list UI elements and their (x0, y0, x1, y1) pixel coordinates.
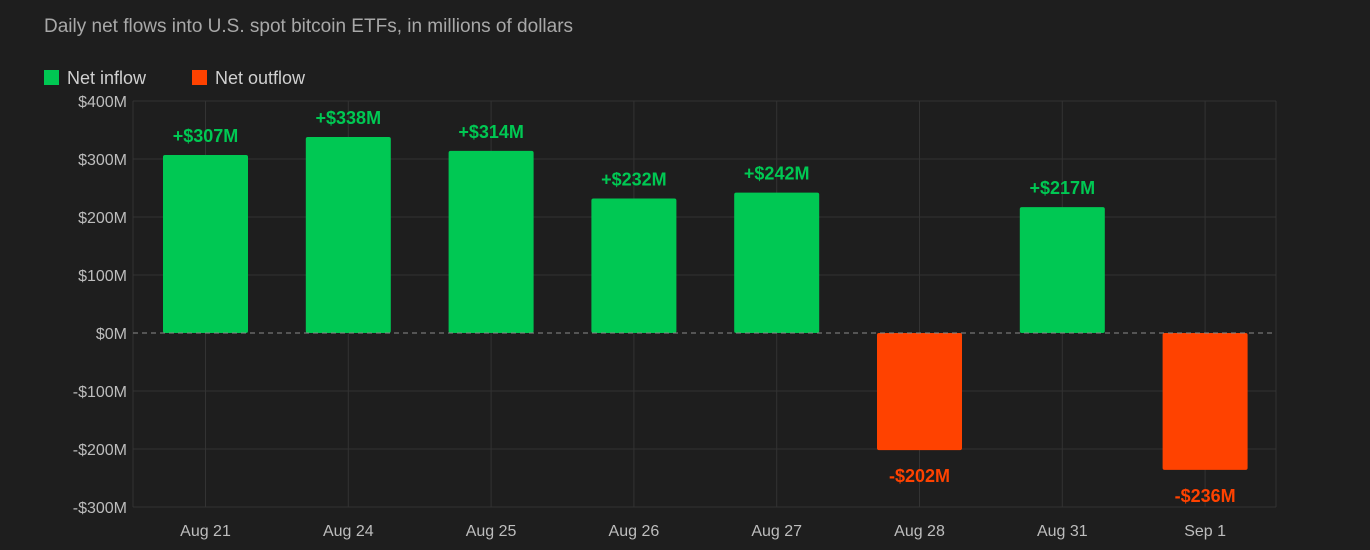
x-tick-label: Aug 31 (1037, 523, 1088, 540)
x-tick-label: Aug 26 (609, 523, 660, 540)
data-label: +$314M (458, 122, 524, 142)
legend-swatch-inflow (44, 70, 59, 85)
data-label: -$236M (1175, 486, 1236, 506)
y-axis: $400M $300M $200M $100M $0M -$100M -$200M -$300… (73, 94, 127, 517)
y-tick-label: $100M (78, 268, 127, 285)
x-tick-label: Aug 21 (180, 523, 231, 540)
y-tick-label: $200M (78, 210, 127, 227)
chart-subtitle: Daily net flows into U.S. spot bitcoin E… (44, 16, 573, 37)
bar (163, 154, 248, 333)
x-tick-label: Aug 27 (751, 523, 802, 540)
x-axis: Aug 21 Aug 24 Aug 25 Aug 26 Aug 27 Aug 28 Aug … (180, 523, 1226, 540)
y-tick-label: $0M (96, 326, 127, 343)
legend-label-outflow: Net outflow (215, 68, 306, 88)
data-label: +$307M (173, 126, 239, 146)
x-tick-label: Sep 1 (1184, 523, 1226, 540)
x-tick-label: Aug 25 (466, 523, 517, 540)
data-label: +$232M (601, 169, 667, 189)
bar (1019, 207, 1105, 333)
y-tick-label: -$200M (73, 442, 127, 459)
legend-label-inflow: Net inflow (67, 68, 147, 88)
data-label: -$202M (889, 466, 950, 486)
bar (305, 136, 391, 333)
bar (448, 150, 534, 333)
bar (877, 333, 962, 451)
bar (1162, 333, 1248, 470)
bars (163, 136, 1248, 470)
data-label: +$338M (316, 108, 382, 128)
cut-off-title-fragment (380, 0, 1100, 3)
bar (734, 192, 820, 333)
bar (591, 198, 677, 333)
y-tick-label: -$300M (73, 500, 127, 517)
x-tick-label: Aug 28 (894, 523, 945, 540)
data-label: +$242M (744, 164, 810, 184)
x-tick-label: Aug 24 (323, 523, 374, 540)
data-label: +$217M (1030, 178, 1096, 198)
y-tick-label: $300M (78, 152, 127, 169)
legend-swatch-outflow (192, 70, 207, 85)
y-tick-label: -$100M (73, 384, 127, 401)
data-labels: +$307M +$338M +$314M +$232M +$242M -$202M +$21… (173, 108, 1236, 506)
y-tick-label: $400M (78, 94, 127, 111)
legend: Net inflow Net outflow (44, 68, 306, 88)
